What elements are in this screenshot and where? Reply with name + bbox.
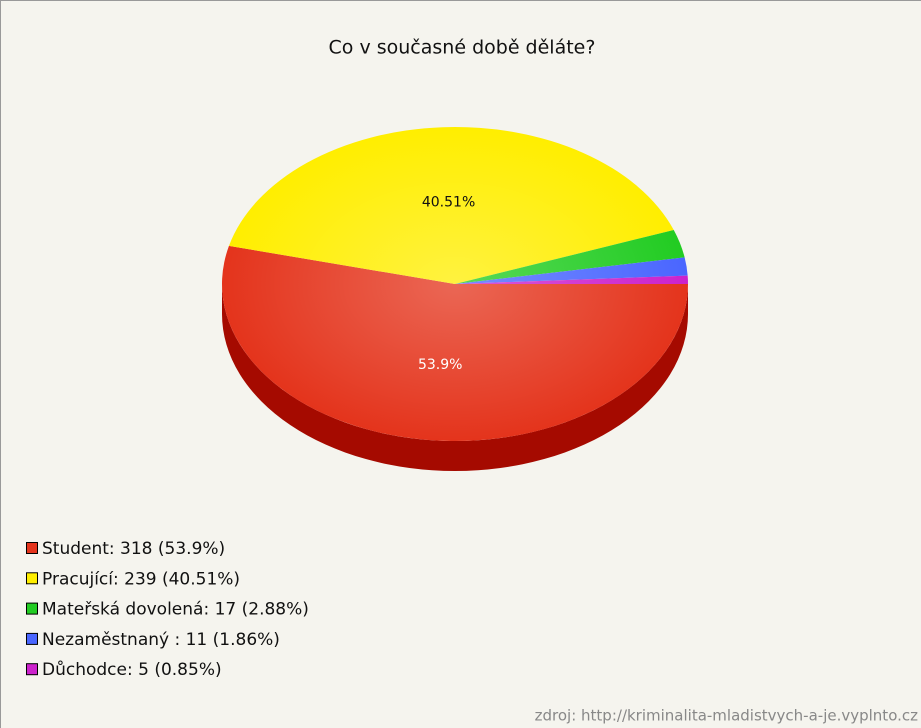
legend-swatch xyxy=(26,572,38,585)
source: zdroj: http://kriminalita-mladistvych-a-… xyxy=(535,707,918,725)
value-label: 40.51% xyxy=(422,194,475,210)
legend-label: Student: 318 (53.9%) xyxy=(42,539,225,559)
value-label: 53.9% xyxy=(418,357,462,373)
legend-label: Mateřská dovolená: 17 (2.88%) xyxy=(42,600,309,620)
chart-title: Co v současné době děláte? xyxy=(329,37,596,59)
legend-label: Důchodce: 5 (0.85%) xyxy=(42,660,222,680)
legend-label: Pracující: 239 (40.51%) xyxy=(42,569,240,589)
legend-swatch xyxy=(26,542,38,554)
legend-swatch xyxy=(26,632,38,645)
legend-swatch xyxy=(26,602,38,615)
legend-swatch xyxy=(26,663,38,676)
legend-label: Nezaměstnaný : 11 (1.86%) xyxy=(42,630,280,650)
